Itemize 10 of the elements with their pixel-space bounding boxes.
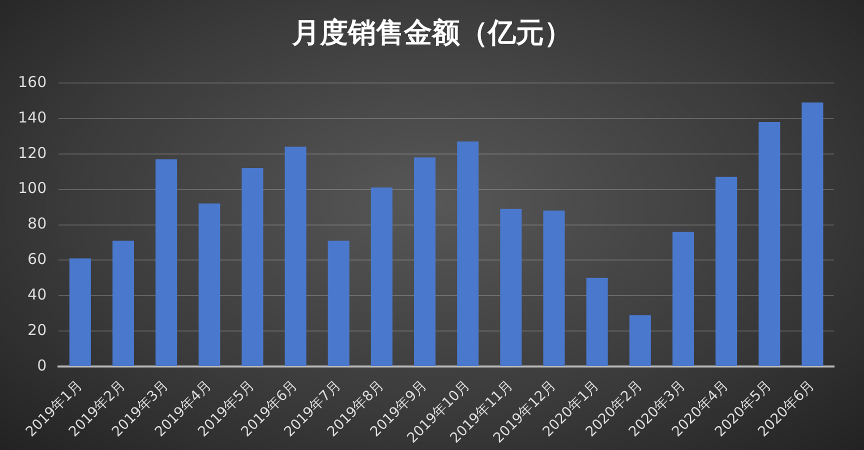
y-tick-label: 140 xyxy=(18,108,47,126)
y-tick-label: 120 xyxy=(18,144,47,162)
y-tick-label: 160 xyxy=(18,72,47,91)
y-tick-label: 0 xyxy=(37,356,47,374)
chart-title: 月度销售金额（亿元） xyxy=(291,15,573,51)
y-tick-label: 60 xyxy=(28,250,47,268)
y-tick-label: 100 xyxy=(18,179,47,198)
y-tick-label: 40 xyxy=(28,286,47,304)
y-tick-label: 20 xyxy=(28,320,47,339)
y-tick-label: 80 xyxy=(28,214,47,233)
